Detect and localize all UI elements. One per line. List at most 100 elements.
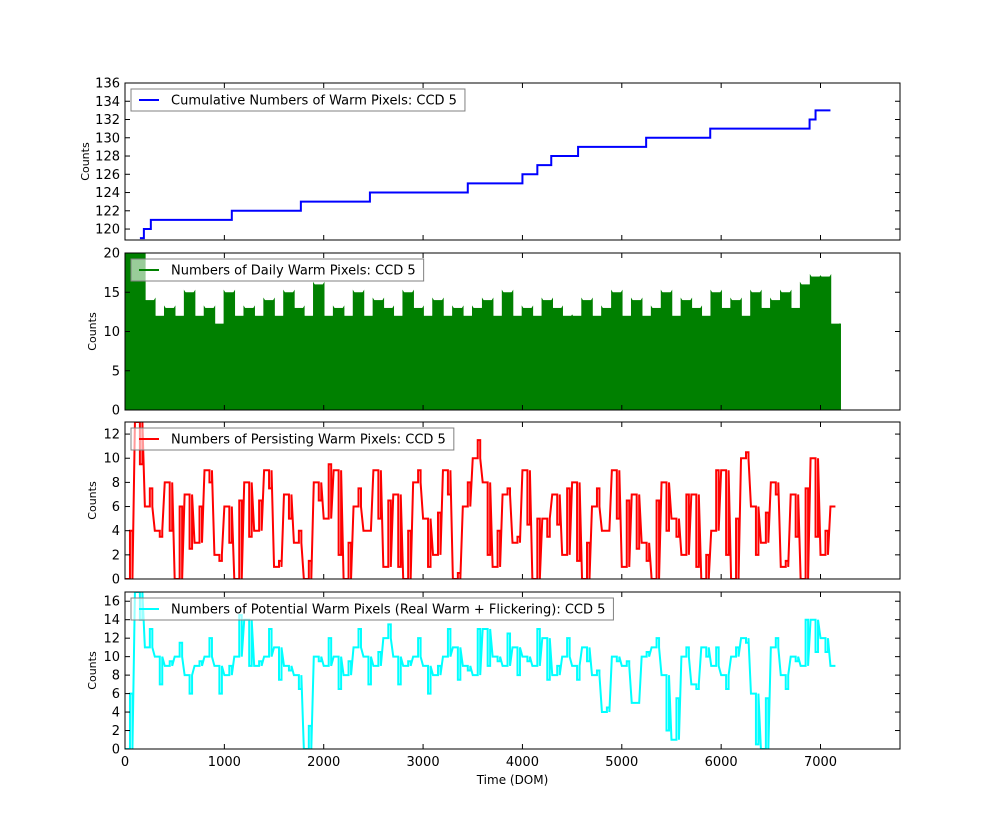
daily-bar [204, 307, 216, 410]
daily-bar [144, 300, 156, 410]
cumulative-series-line [139, 109, 831, 240]
plot-area [125, 253, 842, 410]
y-tick-label: 4 [112, 706, 120, 721]
daily-bar [512, 315, 524, 410]
y-tick-label: 14 [103, 613, 120, 628]
daily-bar [462, 315, 474, 410]
daily-bar [770, 300, 782, 410]
subplot-1: 120 122 124 126 128 130 132 134 136 Counts Cumulat… [79, 77, 901, 241]
daily-bar [423, 315, 434, 410]
legend: Cumulative Numbers of Warm Pixels: CCD 5 [130, 88, 466, 112]
x-tick-label: 4000 [506, 755, 539, 770]
x-axis-label: Time (DOM) [476, 773, 549, 787]
legend-box [130, 258, 425, 282]
y-tick-label: 120 [95, 223, 120, 238]
daily-bar [413, 307, 424, 410]
y-tick-label: 4 [112, 524, 120, 539]
plot-area [125, 592, 836, 749]
legend: Numbers of Persisting Warm Pixels: CCD 5 [130, 427, 455, 451]
y-axis-label: Counts [86, 481, 99, 520]
y-tick-label: 10 [103, 325, 120, 340]
legend-box [130, 427, 455, 451]
daily-bar [800, 284, 812, 410]
persisting-series-line [125, 422, 836, 579]
y-tick-label: 130 [95, 131, 120, 146]
daily-bar [711, 292, 722, 410]
x-tick-label: 0 [121, 755, 129, 770]
y-axis-label: Counts [86, 651, 99, 690]
daily-bar [681, 300, 692, 410]
x-tick-label: 1000 [208, 755, 241, 770]
x-tick-label: 5000 [605, 755, 638, 770]
daily-bar [671, 315, 683, 410]
y-tick-label: 10 [103, 452, 120, 467]
daily-bar [591, 315, 603, 410]
daily-bar [214, 323, 225, 410]
y-axis-label: Counts [86, 312, 99, 351]
daily-bar [830, 323, 841, 410]
legend-label: Numbers of Potential Warm Pixels (Real W… [171, 603, 605, 618]
daily-bar [313, 284, 325, 410]
axes-frame [124, 421, 901, 580]
daily-bar [750, 292, 762, 410]
daily-bar [194, 315, 206, 410]
y-tick-label: 0 [112, 573, 120, 588]
daily-bar [234, 315, 245, 410]
daily-bar [492, 315, 504, 410]
potential-series-line [125, 592, 836, 749]
daily-bar [790, 307, 802, 410]
subplot-3: 0 2 4 6 8 10 12 Counts Numbers of Persisting War… [86, 421, 901, 588]
daily-bar [532, 315, 543, 410]
daily-bar [502, 292, 514, 410]
daily-bar [403, 292, 414, 410]
daily-bar [701, 315, 712, 410]
daily-bar [452, 307, 464, 410]
daily-bar [611, 292, 623, 410]
y-tick-label: 8 [112, 669, 120, 684]
daily-bar [433, 300, 444, 410]
y-tick-label: 6 [112, 687, 120, 702]
daily-bar [820, 276, 832, 410]
daily-bar [254, 315, 265, 410]
daily-bar [353, 292, 365, 410]
daily-bar [373, 300, 384, 410]
daily-bar [393, 315, 404, 410]
y-tick-label: 15 [103, 286, 120, 301]
y-tick-label: 5 [112, 364, 120, 379]
y-tick-label: 12 [103, 428, 120, 443]
legend: Numbers of Potential Warm Pixels (Real W… [130, 597, 614, 621]
y-tick-label: 136 [95, 77, 120, 92]
axes-frame [124, 591, 901, 750]
axes-frame [124, 82, 901, 241]
subplot-2: 0 5 10 15 20 Counts Numbers of Daily Warm Pixe… [86, 247, 901, 419]
x-tick-label: 2000 [307, 755, 340, 770]
daily-bar [244, 307, 255, 410]
legend-label: Numbers of Persisting Warm Pixels: CCD 5 [171, 433, 446, 448]
y-tick-label: 20 [103, 247, 120, 262]
daily-bar [274, 315, 285, 410]
daily-bar [661, 292, 673, 410]
daily-bar [482, 300, 494, 410]
daily-bar [134, 253, 146, 410]
plot-area [125, 422, 836, 579]
daily-bar [691, 307, 702, 410]
daily-bar [631, 300, 643, 410]
x-tick-label: 7000 [804, 755, 837, 770]
daily-bar [780, 292, 792, 410]
daily-bar [363, 315, 374, 410]
daily-bar [651, 307, 663, 410]
y-tick-label: 10 [103, 650, 120, 665]
daily-bar [760, 307, 772, 410]
daily-bar [542, 300, 553, 410]
daily-bar [641, 315, 653, 410]
y-tick-label: 16 [103, 595, 120, 610]
y-tick-label: 0 [112, 404, 120, 419]
daily-bar [174, 315, 186, 410]
daily-bar [552, 307, 563, 410]
y-tick-label: 6 [112, 500, 120, 515]
daily-bar [154, 315, 166, 410]
daily-bar [572, 315, 583, 410]
y-tick-label: 134 [95, 95, 120, 110]
daily-bar [522, 307, 533, 410]
legend: Numbers of Daily Warm Pixels: CCD 5 [130, 258, 425, 282]
